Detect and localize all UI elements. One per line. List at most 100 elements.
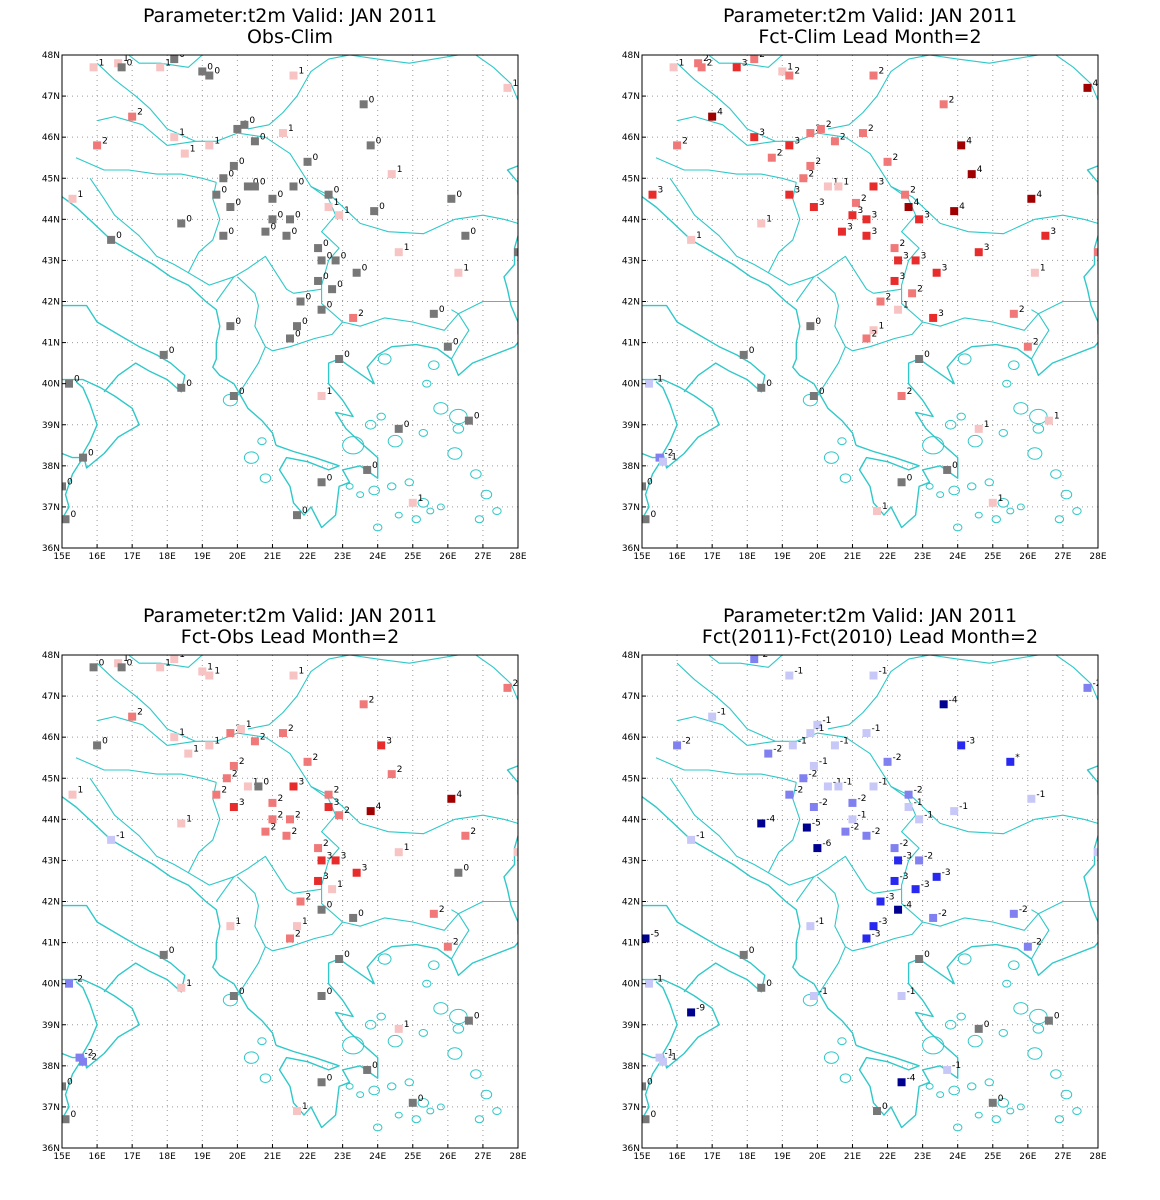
station-value-label: 3: [984, 243, 990, 253]
lat-tick-label: 44N: [42, 815, 60, 825]
island: [426, 507, 435, 515]
station-value-label: 4: [966, 136, 972, 146]
station-marker: [697, 63, 706, 72]
station-marker: [809, 761, 818, 770]
station-marker: [1023, 942, 1032, 951]
station-marker: [335, 355, 344, 364]
station-value-label: 3: [942, 264, 948, 274]
country-border: [708, 655, 832, 668]
lon-tick-label: 27E: [1054, 1152, 1071, 1162]
station-marker: [858, 129, 867, 138]
station-marker: [286, 934, 294, 943]
station-marker: [788, 741, 797, 750]
station-value-label: 2: [334, 786, 340, 796]
station-marker: [461, 831, 470, 840]
station-marker: [514, 248, 518, 257]
station-value-label: 0: [819, 387, 825, 397]
coastline: [642, 796, 857, 1046]
lat-tick-label: 40N: [42, 980, 60, 990]
country-border: [676, 116, 776, 146]
station-marker: [904, 803, 913, 812]
island: [394, 1111, 403, 1119]
station-value-label: 0: [263, 777, 269, 787]
station-marker: [642, 1115, 650, 1124]
station-value-label: 1: [787, 62, 793, 72]
station-marker: [117, 663, 126, 672]
station-value-label: 1: [404, 843, 410, 853]
station-value-label: 2: [794, 67, 800, 77]
station-marker: [293, 1107, 302, 1116]
station-marker: [503, 683, 512, 692]
island: [839, 1073, 852, 1083]
station-value-label: -1: [924, 810, 933, 820]
lon-tick-label: 25E: [404, 552, 421, 562]
station-marker: [1009, 909, 1018, 918]
island: [967, 482, 977, 491]
station-marker: [669, 63, 678, 72]
station-marker: [429, 309, 438, 318]
station-marker: [62, 515, 70, 524]
lon-tick-label: 27E: [474, 1152, 491, 1162]
station-marker: [464, 1016, 473, 1025]
lat-tick-label: 37N: [42, 503, 60, 513]
lon-tick-label: 21E: [264, 552, 281, 562]
station-value-label: 0: [647, 1077, 653, 1087]
station-value-label: -2: [74, 975, 83, 985]
country-border: [96, 662, 518, 931]
station-marker: [869, 71, 878, 80]
island: [944, 419, 957, 430]
lon-tick-label: 24E: [949, 1152, 966, 1162]
island: [387, 1034, 403, 1048]
island: [257, 1037, 267, 1046]
station-marker: [170, 733, 179, 742]
station-marker: [65, 379, 74, 388]
station-marker: [278, 129, 287, 138]
station-value-label: 1: [78, 786, 84, 796]
station-value-label: 1: [78, 190, 84, 200]
map-subtitle: Obs-Clim: [247, 26, 333, 48]
island: [449, 408, 468, 425]
station-marker: [655, 453, 664, 462]
station-value-label: 2: [886, 293, 892, 303]
station-marker: [65, 979, 74, 988]
station-marker: [205, 71, 214, 80]
station-marker: [890, 276, 899, 285]
station-marker: [659, 1057, 668, 1066]
station-value-label: 1: [418, 494, 424, 504]
map-title: Parameter:t2m Valid: JAN 2011: [723, 5, 1017, 27]
station-marker: [289, 671, 298, 680]
island: [243, 451, 259, 464]
map-panel-fct-obs: Parameter:t2m Valid: JAN 2011 Fct-Obs Lea…: [0, 600, 580, 1200]
island: [1006, 507, 1015, 515]
station-marker: [107, 235, 116, 244]
station-marker: [212, 190, 221, 199]
station-value-label: 1: [99, 58, 105, 68]
station-value-label: 0: [952, 461, 958, 471]
station-value-label: 0: [327, 987, 333, 997]
map-subtitle: Fct-Clim Lead Month=2: [758, 26, 981, 48]
island: [342, 1036, 365, 1055]
island: [1008, 960, 1020, 970]
station-value-label: 0: [260, 177, 266, 187]
lon-tick-label: 21E: [264, 1152, 281, 1162]
station-value-label: -1: [1036, 790, 1045, 800]
station-value-label: 1: [984, 420, 990, 430]
station-value-label: -1: [879, 777, 888, 787]
station-value-label: 0: [651, 510, 657, 520]
station-marker: [331, 256, 340, 265]
station-marker: [324, 190, 333, 199]
station-marker: [950, 807, 959, 816]
station-marker: [904, 203, 913, 212]
station-marker: [226, 203, 235, 212]
coastline: [1086, 165, 1098, 195]
station-marker: [387, 170, 396, 179]
station-marker: [876, 297, 885, 306]
coastline: [642, 978, 720, 1069]
station-value-label: 2: [840, 132, 846, 142]
map-title: Parameter:t2m Valid: JAN 2011: [143, 5, 437, 27]
lon-tick-label: 26E: [439, 552, 456, 562]
station-value-label: 3: [334, 798, 340, 808]
map-title: Parameter:t2m Valid: JAN 2011: [723, 605, 1017, 627]
country-border: [1030, 309, 1050, 360]
